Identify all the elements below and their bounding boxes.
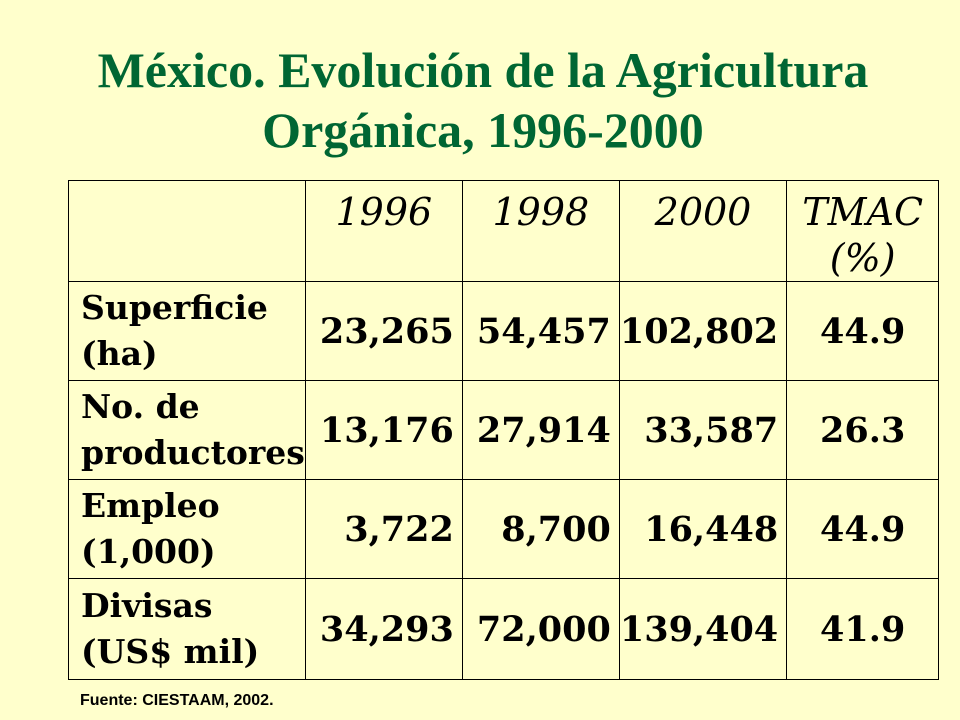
cell-superficie-2000: 102,802 <box>618 281 788 381</box>
cell-superficie-1998: 54,457 <box>461 281 620 381</box>
slide-title-line-2: Orgánica, 1996-2000 <box>262 102 704 158</box>
row-label-divisas: Divisas (US$ mil) <box>68 578 306 680</box>
header-cell-2000: 2000 <box>618 180 788 282</box>
header-cell-tmac: TMAC (%) <box>786 180 940 282</box>
cell-divisas-2000: 139,404 <box>618 578 788 680</box>
cell-productores-1998: 27,914 <box>461 380 620 480</box>
cell-superficie-1996: 23,265 <box>304 281 463 381</box>
row-label-superficie: Superficie (ha) <box>68 281 306 381</box>
cell-divisas-1996: 34,293 <box>304 578 463 680</box>
table-header-row: 1996 1998 2000 TMAC (%) <box>68 180 940 282</box>
header-empty-cell <box>68 180 306 282</box>
cell-superficie-tmac: 44.9 <box>786 281 940 381</box>
cell-divisas-tmac: 41.9 <box>786 578 940 680</box>
table-row: Superficie (ha) 23,265 54,457 102,802 44.… <box>68 281 940 381</box>
cell-divisas-1998: 72,000 <box>461 578 620 680</box>
cell-empleo-2000: 16,448 <box>618 479 788 579</box>
row-label-productores: No. de productores <box>68 380 306 480</box>
row-label-empleo: Empleo (1,000) <box>68 479 306 579</box>
table-row: Empleo (1,000) 3,722 8,700 16,448 44.9 <box>68 479 940 579</box>
header-cell-1998: 1998 <box>461 180 620 282</box>
header-cell-1996: 1996 <box>304 180 463 282</box>
cell-empleo-1998: 8,700 <box>461 479 620 579</box>
table-row: No. de productores 13,176 27,914 33,587 2… <box>68 380 940 480</box>
source-note: Fuente: CIESTAAM, 2002. <box>80 692 274 709</box>
slide-title-line-1: México. Evolución de la Agricultura <box>97 42 869 98</box>
table-row: Divisas (US$ mil) 34,293 72,000 139,404 4… <box>68 578 940 680</box>
cell-productores-1996: 13,176 <box>304 380 463 480</box>
cell-empleo-tmac: 44.9 <box>786 479 940 579</box>
organic-agriculture-table: 1996 1998 2000 TMAC (%) Superficie (ha) 2… <box>68 180 940 680</box>
cell-productores-2000: 33,587 <box>618 380 788 480</box>
slide-title: México. Evolución de la Agricultura Orgá… <box>0 40 960 160</box>
cell-empleo-1996: 3,722 <box>304 479 463 579</box>
cell-productores-tmac: 26.3 <box>786 380 940 480</box>
